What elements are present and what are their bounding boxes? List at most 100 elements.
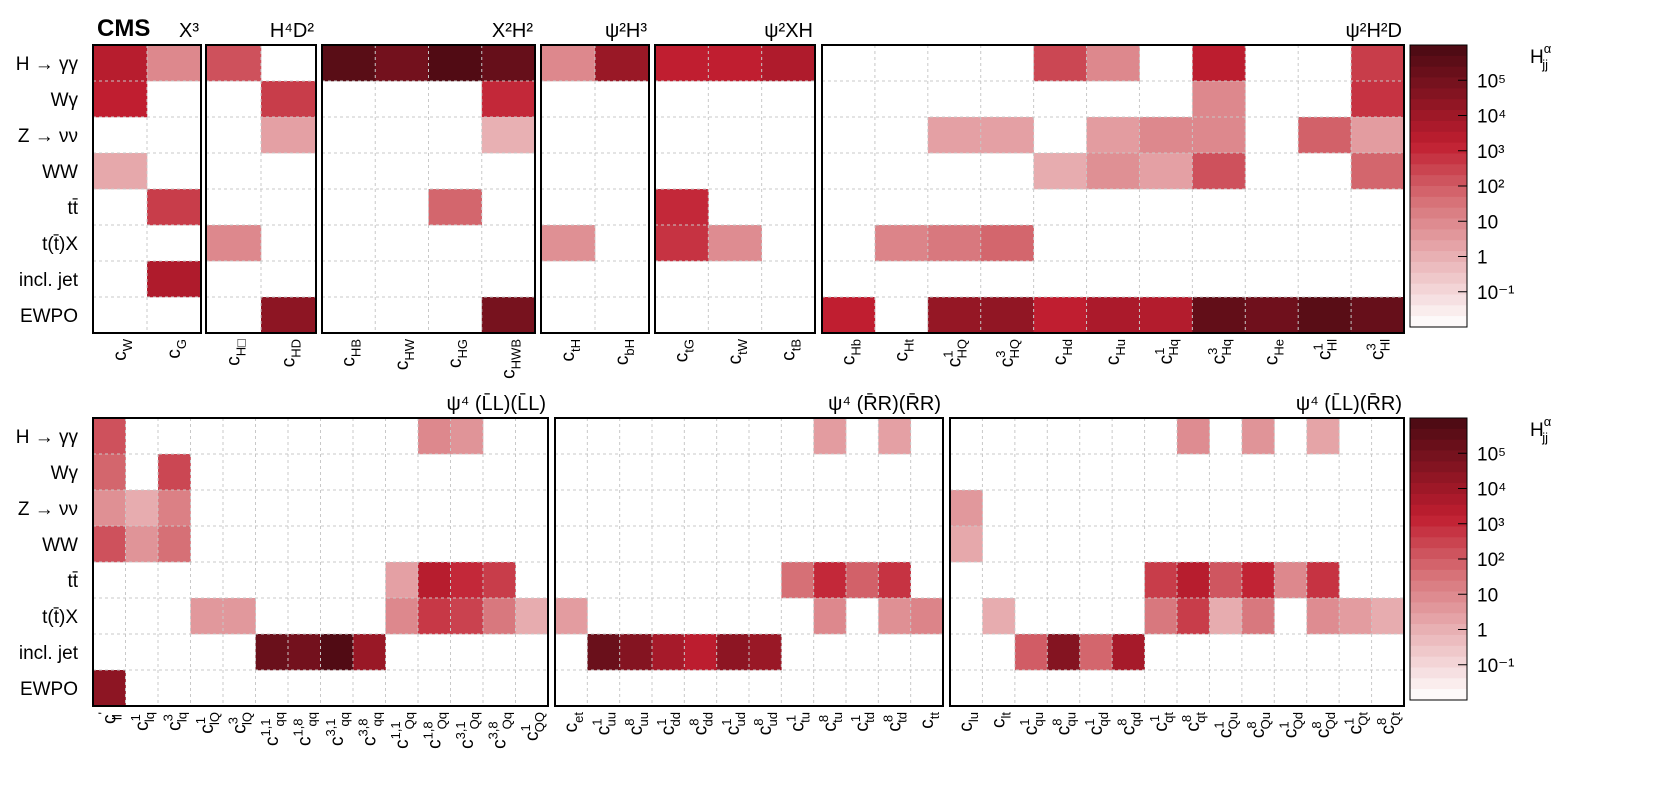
colorbar-step (1410, 591, 1467, 603)
colorbar-step (1410, 483, 1467, 495)
group-title: ψ⁴ (L̄L)(R̄R) (1296, 392, 1402, 415)
cell-hq-3-r7 (1192, 297, 1246, 334)
col-label-uu-1: c1uu (590, 712, 619, 735)
cell-qt-8-r0 (1177, 418, 1210, 455)
colorbar-tick-label: 1 (1477, 248, 1488, 269)
cell-lt-r5 (982, 598, 1016, 635)
group-title: H⁴D² (270, 20, 314, 42)
cell-qd-8-r6 (1112, 634, 1145, 671)
cell-qd-1-r4 (1274, 562, 1308, 599)
group-r-r-r-r-1: ψ⁴ (R̄R)(R̄R) cetc1uuc8uuc1ddc8ddc1udc8ud… (554, 392, 944, 735)
col-label-hl-1: c1Hl (1311, 339, 1340, 360)
colorbar-step (1410, 548, 1467, 560)
cell-h-r5 (206, 225, 262, 262)
cell-lq-3-r2 (158, 490, 191, 527)
cell-dd-8-r6 (684, 634, 717, 671)
cell-hl-3-r0 (1351, 45, 1405, 82)
cell-lq-1-r3 (125, 526, 159, 563)
cell-qq-3-8-r4 (483, 562, 516, 599)
col-label-qd-8: c8Qd (1309, 712, 1338, 738)
colorbar-step (1410, 559, 1467, 571)
colorbar-step (1410, 294, 1467, 306)
cell-qu-8-r0 (1241, 418, 1275, 455)
colorbar-step (1410, 251, 1467, 263)
col-label-et: cet (561, 712, 586, 733)
row-label-w: Wγ (51, 463, 79, 484)
colorbar-step (1410, 526, 1467, 538)
colorbar-step (1410, 175, 1467, 187)
cell-hq-3-r7 (980, 297, 1034, 334)
cell-qt-1-r4 (1144, 562, 1178, 599)
group-frame (321, 44, 536, 334)
col-label-lq-3: c3lQ (225, 712, 254, 734)
group-h-3: ψ²H³ ctH cbH (540, 20, 650, 365)
col-label-qq-1-1: c1,1qq (258, 712, 287, 746)
col-label-td-8: c8td (881, 712, 910, 732)
col-label-hb: cHb (838, 339, 863, 365)
col-label-dd-1: c1dd (654, 712, 683, 735)
colorbar-step (1410, 634, 1467, 647)
colorbar-step (1410, 439, 1467, 451)
cell-hwb-r7 (481, 297, 536, 334)
cell-qu-8-r5 (1241, 598, 1275, 635)
cell-tt-r5 (910, 598, 944, 635)
row-label-h: H → γγ (16, 427, 79, 448)
colorbar-step (1410, 504, 1467, 517)
cell-qt-8-r5 (1371, 598, 1405, 635)
row-label-ewpo: EWPO (20, 306, 78, 327)
cell-hq-1-r2 (1139, 117, 1193, 154)
colorbar-step (1410, 418, 1467, 430)
colorbar-step (1410, 229, 1467, 241)
cell-lq-3-r1 (158, 454, 191, 491)
col-label-qt-8: c8qt (1179, 712, 1208, 732)
col-label-lu: clu (956, 712, 981, 732)
cell-hl-3-r3 (1351, 153, 1405, 190)
cell-ll-x-r0 (93, 418, 126, 455)
colorbar-step (1410, 110, 1467, 122)
row-label-z: Z → νν (18, 126, 78, 147)
col-label-tb: ctB (778, 339, 803, 361)
colorbar-tick-label: 10⁵ (1477, 71, 1506, 92)
cell-et-r5 (555, 598, 588, 635)
cell-hq-3-r0 (1192, 45, 1246, 82)
cell-hwb-r0 (481, 45, 536, 82)
cms-logo: CMS (97, 15, 150, 42)
colorbar-tick-label: 10³ (1477, 515, 1504, 536)
cell-w-r0 (93, 45, 148, 82)
row-label-ww: WW (42, 535, 78, 556)
cell-hd-r7 (1033, 297, 1087, 334)
colorbar-step (1410, 450, 1467, 462)
cell-qu-8-r6 (1047, 634, 1081, 671)
cell-qt-1-r5 (1144, 598, 1178, 635)
colorbar-step (1410, 164, 1467, 176)
col-label-qd-8: c8qd (1114, 712, 1143, 735)
col-label-qd-1: c1Qd (1277, 712, 1306, 738)
cell-ll-x-r2 (93, 490, 126, 527)
cell-ll-x-r3 (93, 526, 126, 563)
cell-lu-r3 (950, 526, 983, 563)
col-label-qt-1: c1qt (1147, 712, 1176, 732)
group-frame (554, 417, 944, 707)
col-label-qd-1: c1qd (1082, 712, 1111, 735)
cell-tw-r5 (708, 225, 762, 262)
colorbar-step (1410, 472, 1467, 484)
colorbar-step (1410, 261, 1467, 274)
cell-hd-r0 (1033, 45, 1087, 82)
colorbar-step (1410, 131, 1467, 144)
colorbar-title: Hα jj (1530, 414, 1552, 445)
cell-tg-r0 (655, 45, 709, 82)
colorbar-top: 10⁻¹ 1 10 10² 10³ 10⁴ 10⁵ Hα jj (1409, 41, 1552, 328)
cell-qq-1-8-r5 (418, 598, 451, 635)
col-label-hb: cHB (339, 339, 364, 367)
cell-td-8-r0 (878, 418, 911, 455)
colorbar-step (1410, 493, 1467, 506)
col-label-hw: cHW (392, 338, 417, 370)
cell-ud-8-r6 (749, 634, 782, 671)
cell-tu-1-r4 (781, 562, 814, 599)
colorbar-step (1410, 461, 1467, 473)
panel-top: H → γγ Wγ Z → νν WW tt̄ t(t̄)X incl. jet EWPO X³… (16, 20, 1552, 379)
cell-qq-1-8-r0 (418, 418, 451, 455)
cell-th-r0 (541, 45, 596, 82)
cell-hq-1-r7 (1139, 297, 1193, 334)
cell-qq-1-8-r4 (418, 562, 451, 599)
